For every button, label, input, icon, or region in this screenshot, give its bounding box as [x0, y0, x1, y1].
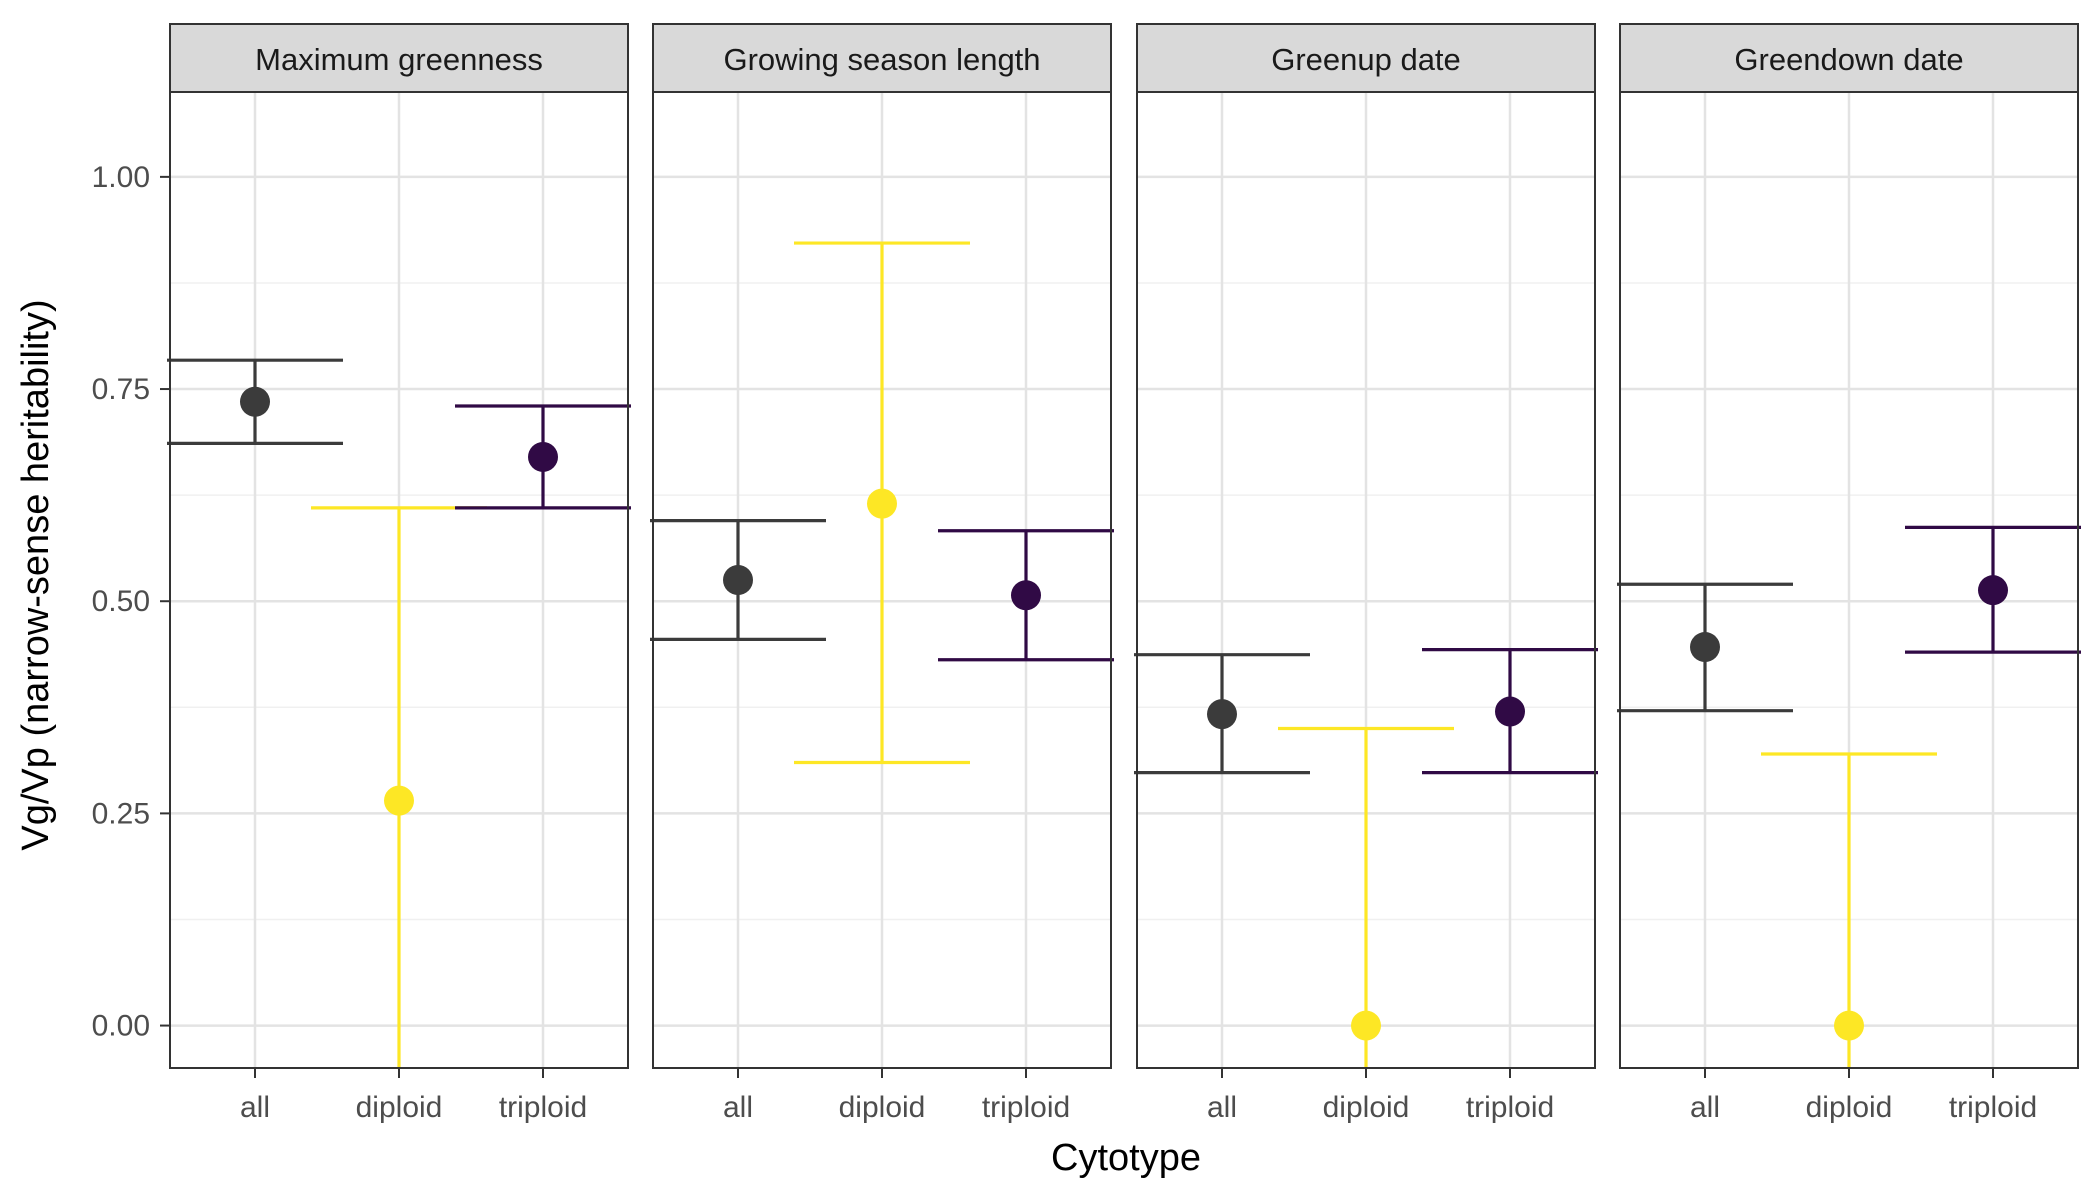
y-tick-label: 0.25 — [92, 797, 150, 830]
facet-strip-title: Greenup date — [1271, 42, 1461, 77]
facet-strip-title: Growing season length — [723, 42, 1040, 77]
y-tick-label: 0.75 — [92, 373, 150, 406]
x-tick-label: triploid — [1466, 1091, 1554, 1124]
data-point-all — [723, 565, 753, 595]
x-tick-label: all — [1207, 1091, 1237, 1124]
x-tick-label: diploid — [1323, 1091, 1410, 1124]
x-tick-label: triploid — [1949, 1091, 2037, 1124]
x-tick-label: triploid — [982, 1091, 1070, 1124]
facet-strip-title: Greendown date — [1734, 42, 1963, 77]
x-tick-label: all — [240, 1091, 270, 1124]
x-tick-label: all — [1690, 1091, 1720, 1124]
data-point-triploid — [1011, 580, 1041, 611]
data-point-all — [240, 386, 270, 417]
x-tick-label: triploid — [499, 1091, 587, 1124]
facet-strip-title: Maximum greenness — [255, 42, 543, 77]
x-tick-label: all — [723, 1091, 753, 1124]
x-tick-label: diploid — [1806, 1091, 1893, 1124]
x-tick-label: diploid — [356, 1091, 443, 1124]
facet-strip — [1619, 23, 2079, 93]
data-point-triploid — [1495, 696, 1525, 727]
data-point-all — [1207, 699, 1237, 730]
x-tick-label: diploid — [839, 1091, 926, 1124]
data-point-diploid — [1351, 1010, 1381, 1041]
y-axis-title: Vg/Vp (narrow-sense heritability) — [15, 299, 57, 850]
y-tick-label: 0.50 — [92, 585, 150, 618]
data-point-diploid — [1834, 1010, 1864, 1041]
facet-strip — [652, 23, 1112, 93]
y-tick-label: 1.00 — [92, 161, 150, 194]
facet-strip — [169, 23, 629, 93]
data-point-all — [1690, 632, 1720, 663]
x-axis-title: Cytotype — [1051, 1137, 1201, 1179]
facet-strip — [1136, 23, 1596, 93]
plot-area: 0.00 0.25 0.50 0.75 1.00 Maximum greenness all… — [92, 23, 2081, 1124]
data-point-triploid — [1978, 575, 2008, 606]
data-point-diploid — [867, 488, 897, 519]
data-point-triploid — [528, 441, 558, 472]
y-tick-label: 0.00 — [92, 1010, 150, 1043]
data-point-diploid — [384, 785, 414, 816]
